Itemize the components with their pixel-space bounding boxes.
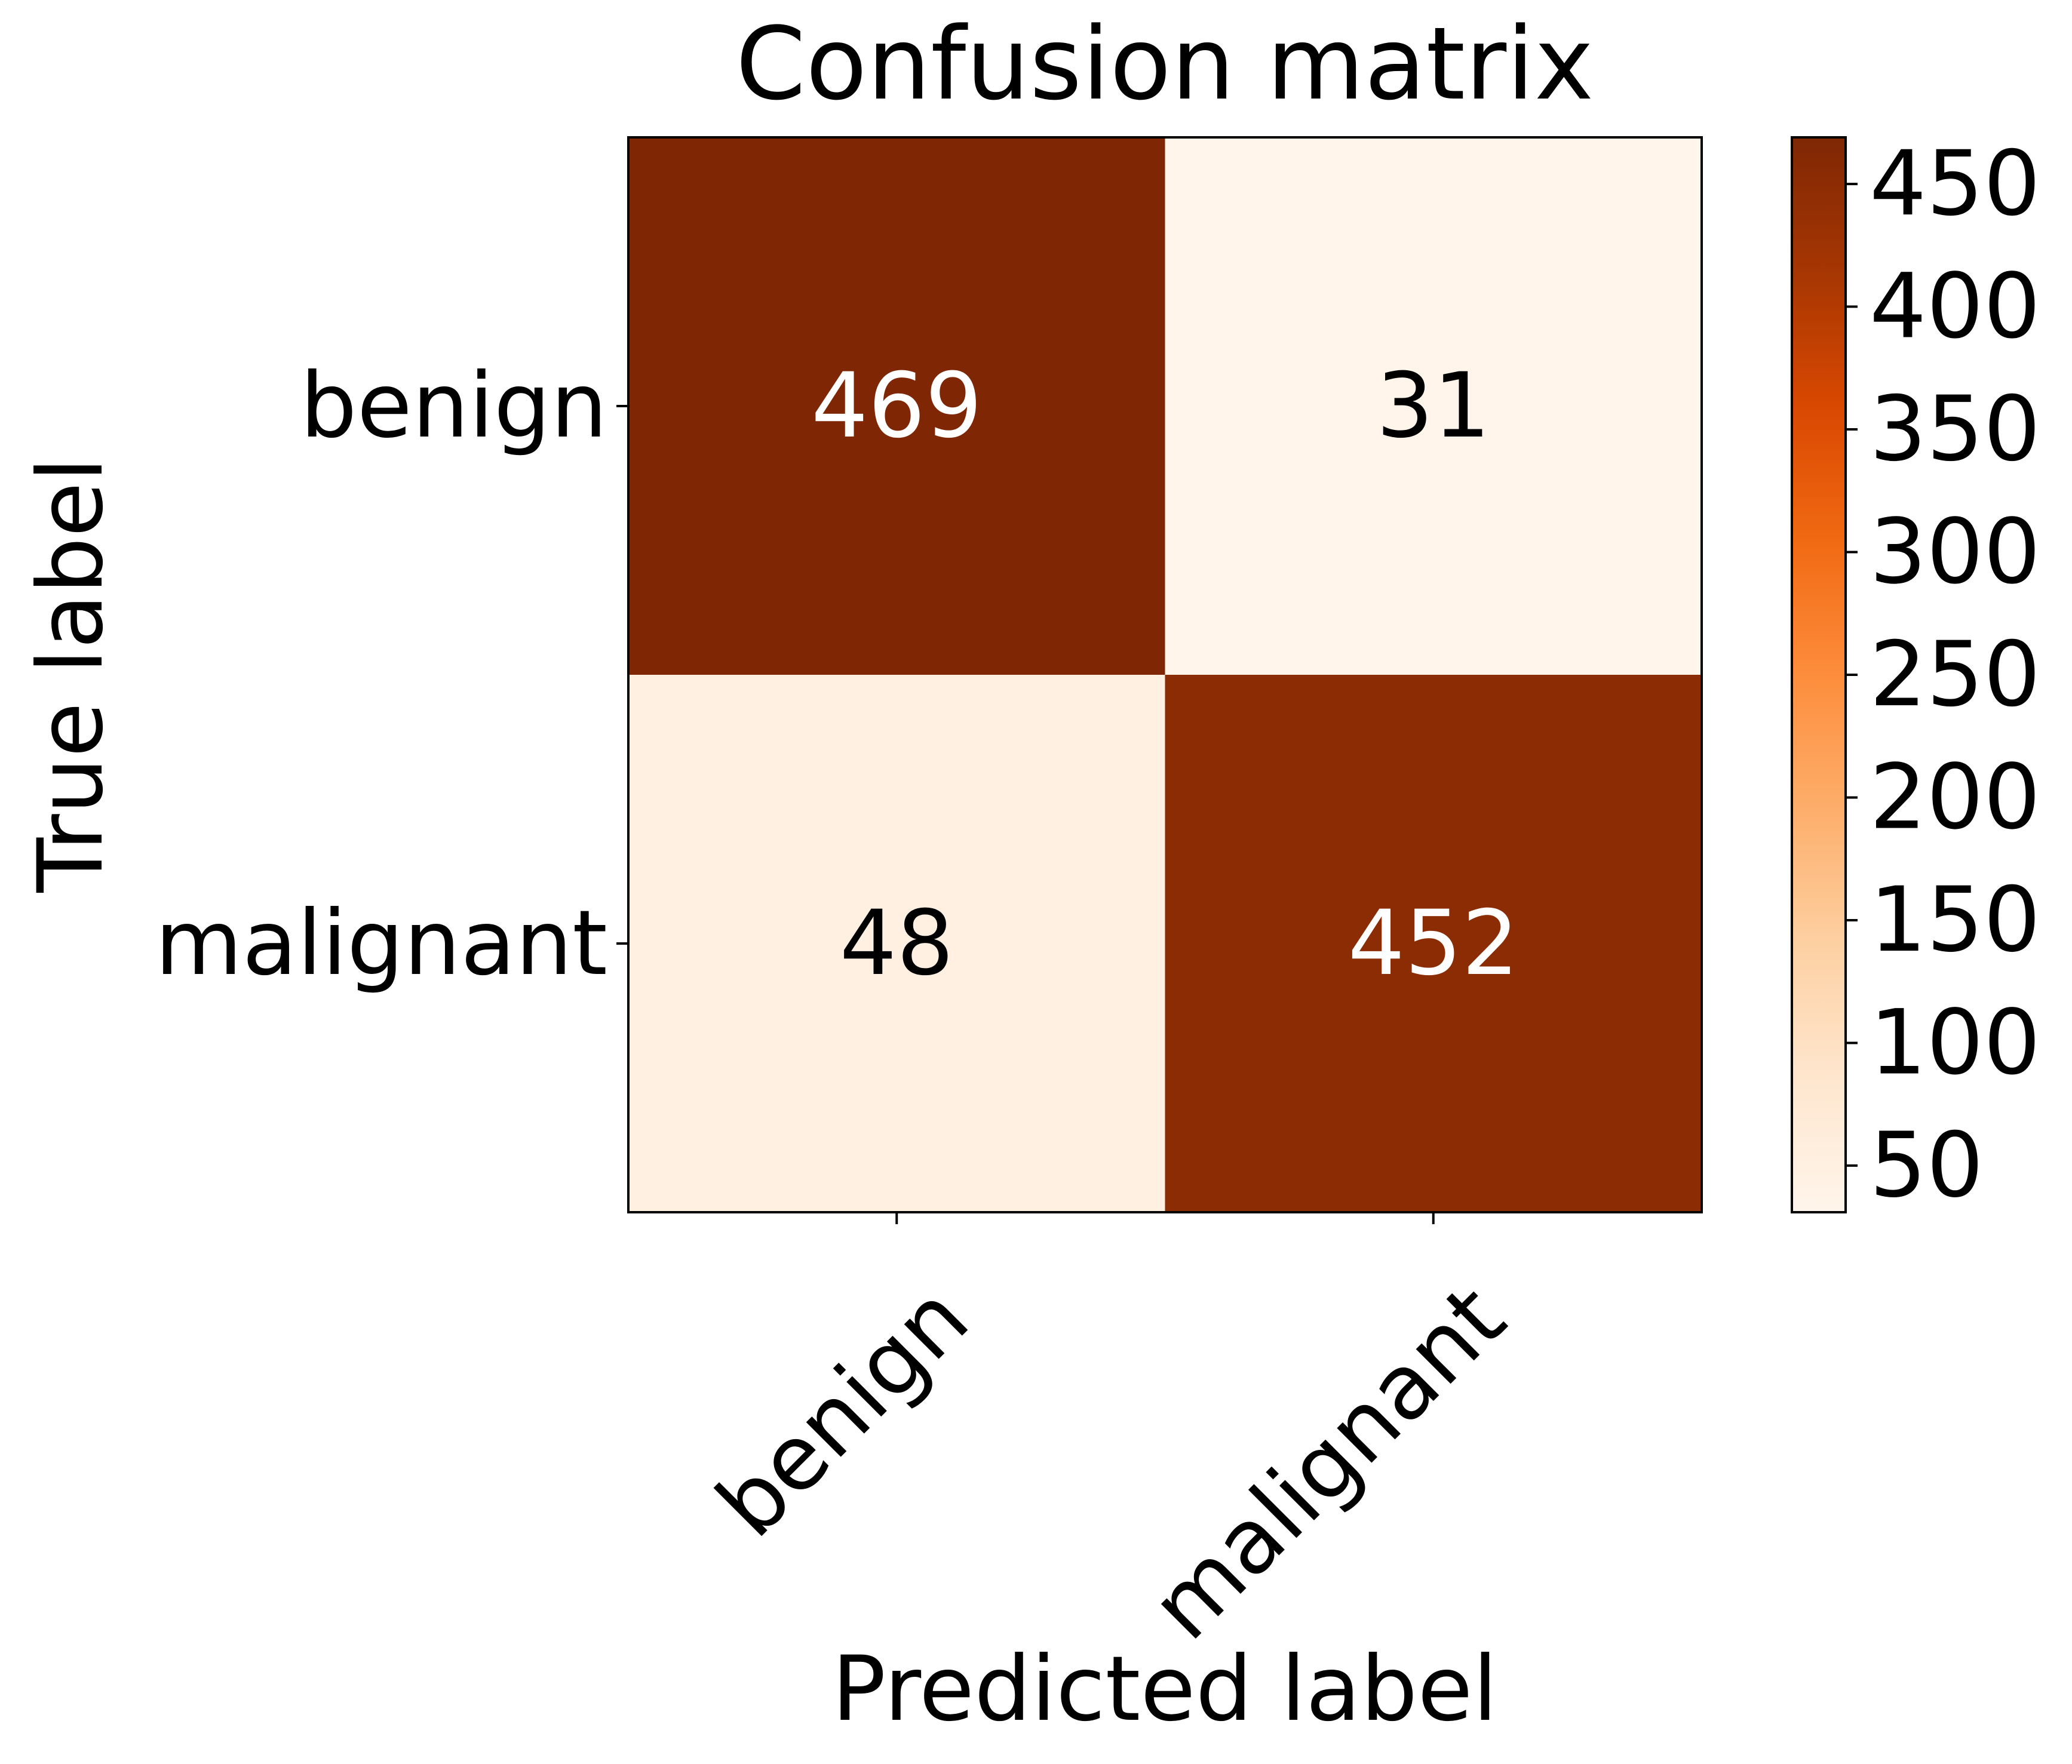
y-axis-label: True label bbox=[19, 457, 123, 893]
heatmap-cell bbox=[628, 137, 1165, 675]
y-tick-label: malignant bbox=[155, 892, 607, 995]
x-tick-label: malignant bbox=[1132, 1266, 1525, 1659]
cell-value-label: 31 bbox=[1376, 354, 1490, 458]
colorbar-tick-label: 450 bbox=[1870, 132, 2040, 236]
y-axis-ticks: benign malignant bbox=[155, 354, 628, 995]
cell-labels: 469 31 48 452 bbox=[811, 354, 1519, 995]
colorbar-tick-label: 100 bbox=[1870, 991, 2040, 1095]
colorbar-tick-label: 350 bbox=[1870, 377, 2040, 481]
cell-value-label: 469 bbox=[811, 354, 982, 458]
heatmap-cell bbox=[1165, 675, 1702, 1213]
colorbar-tick-label: 150 bbox=[1870, 868, 2040, 972]
x-tick-label: benign bbox=[698, 1266, 989, 1557]
colorbar-tick-label: 250 bbox=[1870, 623, 2040, 727]
plot-frame bbox=[627, 136, 1703, 1213]
cell-value-label: 48 bbox=[840, 892, 954, 995]
colorbar-tick-label: 200 bbox=[1870, 745, 2040, 849]
heatmap-cell bbox=[628, 675, 1165, 1213]
x-axis-label: Predicted label bbox=[832, 1637, 1498, 1741]
heatmap-cell bbox=[1165, 137, 1702, 675]
cell-value-label: 452 bbox=[1348, 892, 1519, 995]
heatmap-cells bbox=[628, 137, 1702, 1213]
colorbar-tick-label: 300 bbox=[1870, 500, 2040, 604]
colorbar bbox=[1791, 136, 1847, 1213]
chart-title: Confusion matrix bbox=[736, 5, 1594, 122]
x-axis-ticks: benign malignant bbox=[698, 1212, 1525, 1659]
y-tick-label: benign bbox=[300, 354, 607, 458]
colorbar-tick-label: 400 bbox=[1870, 255, 2040, 359]
colorbar-ticks: 50 100 150 200 250 300 350 400 450 bbox=[1846, 132, 2040, 1218]
colorbar-tick-label: 50 bbox=[1870, 1114, 1984, 1218]
